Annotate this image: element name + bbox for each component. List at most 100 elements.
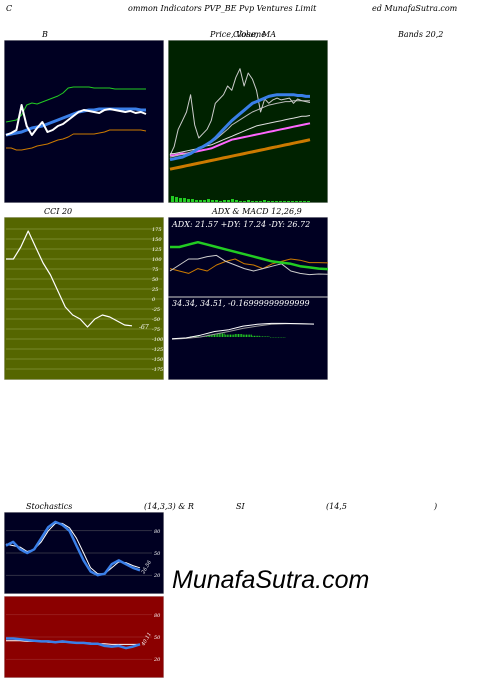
cci-tick-label: -25	[152, 307, 160, 313]
macd-histogram-bar	[212, 334, 214, 337]
macd-histogram-bar	[223, 333, 225, 337]
volume-bar	[187, 199, 190, 202]
bb-upper-line	[5, 86, 146, 123]
cci-tick-label: 75	[152, 267, 158, 273]
bb-lower-line	[6, 129, 147, 151]
macd-histogram-bar	[262, 336, 263, 337]
bb-price-line	[5, 104, 147, 136]
macd-histogram-bar	[258, 335, 260, 337]
price-title-b: Close,	[233, 30, 258, 39]
cci-tick-label: 150	[152, 237, 162, 243]
header-left: C	[6, 4, 13, 13]
volume-bar	[263, 200, 266, 202]
header-site: ed MunafaSutra.com	[372, 4, 458, 13]
volume-bar	[287, 201, 290, 202]
cci-tick-label: 125	[152, 247, 162, 253]
price-ma-long-line	[169, 138, 311, 171]
volume-bar	[183, 198, 186, 202]
rsi-tick-label: 20	[153, 657, 161, 663]
macd-histogram-bar	[194, 336, 196, 337]
macd-histogram-bar	[217, 333, 219, 337]
volume-bar	[255, 201, 258, 202]
volume-bar	[215, 200, 218, 202]
macd-histogram-bar	[241, 334, 243, 337]
macd-histogram-bar	[209, 334, 211, 337]
volume-bar	[191, 199, 194, 202]
macd-histogram-bar	[220, 333, 222, 337]
macd-histogram-bar	[246, 334, 247, 337]
rsi-line	[6, 637, 141, 650]
cci-tick-label: 50	[152, 277, 159, 283]
volume-bar	[223, 200, 226, 202]
price-title-c: MA	[262, 30, 276, 39]
volume-bar	[199, 200, 202, 202]
macd-histogram-bar	[196, 336, 198, 337]
bands-title-right: Bands 20,2	[398, 30, 444, 39]
stoch-tick-label: 20	[153, 573, 161, 579]
volume-bar	[175, 197, 178, 202]
cci-line	[6, 230, 133, 328]
adx-macd-title: ADX & MACD 12,26,9	[212, 207, 302, 216]
macd-histogram-bar	[222, 333, 223, 337]
macd-histogram-bar	[255, 335, 257, 337]
volume-bar	[227, 200, 230, 202]
cci-tick-label: 100	[152, 257, 162, 263]
macd-histogram-bar	[242, 334, 244, 337]
macd-histogram-bar	[250, 334, 252, 337]
volume-bar	[211, 200, 214, 202]
volume-bar	[231, 199, 234, 202]
macd-histogram-bar	[204, 336, 206, 337]
cci-title: CCI 20	[44, 207, 73, 216]
macd-histogram-bar	[206, 336, 207, 337]
macd-histogram-bar	[231, 334, 233, 337]
macd-histogram-bar	[230, 334, 231, 337]
macd-label: 34.34, 34.51, -0.16999999999999	[172, 299, 310, 308]
volume-bar	[267, 201, 270, 202]
macd-panel: 34.34, 34.51, -0.16999999999999	[168, 297, 328, 380]
volume-bar	[247, 200, 250, 202]
price-panel	[168, 40, 328, 203]
macd-line	[171, 322, 315, 340]
volume-bar	[275, 201, 278, 202]
cci-tick-label: -150	[152, 357, 164, 363]
adx-line	[170, 240, 328, 271]
macd-histogram-bar	[236, 334, 238, 337]
volume-bar	[179, 198, 182, 202]
adx-label: ADX: 21.57 +DY: 17.24 -DY: 26.72	[171, 220, 310, 229]
macd-histogram-bar	[238, 334, 239, 337]
volume-bar	[239, 201, 242, 202]
cci-bg	[4, 217, 164, 380]
volume-bar	[283, 201, 286, 202]
macd-histogram-bar	[218, 333, 220, 337]
price-bg	[168, 40, 328, 203]
macd-histogram-bar	[210, 334, 212, 337]
macd-histogram-bar	[233, 334, 235, 337]
macd-histogram-bar	[214, 334, 215, 337]
macd-histogram-bar	[228, 334, 230, 337]
macd-histogram-bar	[254, 335, 255, 337]
volume-bar	[303, 201, 306, 202]
rsi-tick-label: 50	[154, 635, 161, 641]
macd-histogram-bar	[215, 334, 217, 337]
watermark: MunafaSutra.com	[172, 566, 370, 594]
header-title: ommon Indicators PVP_BE Pvp Ventures Lim…	[128, 4, 317, 13]
macd-histogram-bar	[225, 334, 227, 337]
volume-bar	[271, 201, 274, 202]
cci-tick-label: -175	[152, 367, 163, 373]
price-ma-c-line	[170, 115, 311, 155]
macd-histogram-bar	[252, 335, 254, 337]
cci-tick-label: -75	[152, 327, 160, 333]
bands-title-left: B	[42, 30, 48, 39]
macd-histogram-bar	[260, 336, 262, 337]
volume-bar	[299, 201, 302, 202]
volume-bar	[307, 201, 310, 202]
cci-panel: 175 150 125 100 75 50 25 0 -25 -50 -75 -100 -125 -150…	[4, 217, 164, 380]
stoch-params: (14,3,3) & R	[144, 502, 194, 511]
price-title-a: Price, Volume	[210, 30, 266, 39]
stoch-title: Stochastics	[26, 502, 73, 511]
adx-minus-di-line	[169, 258, 328, 274]
macd-histogram-bar	[263, 336, 265, 337]
volume-bar	[207, 199, 210, 202]
volume-bar	[243, 201, 246, 202]
